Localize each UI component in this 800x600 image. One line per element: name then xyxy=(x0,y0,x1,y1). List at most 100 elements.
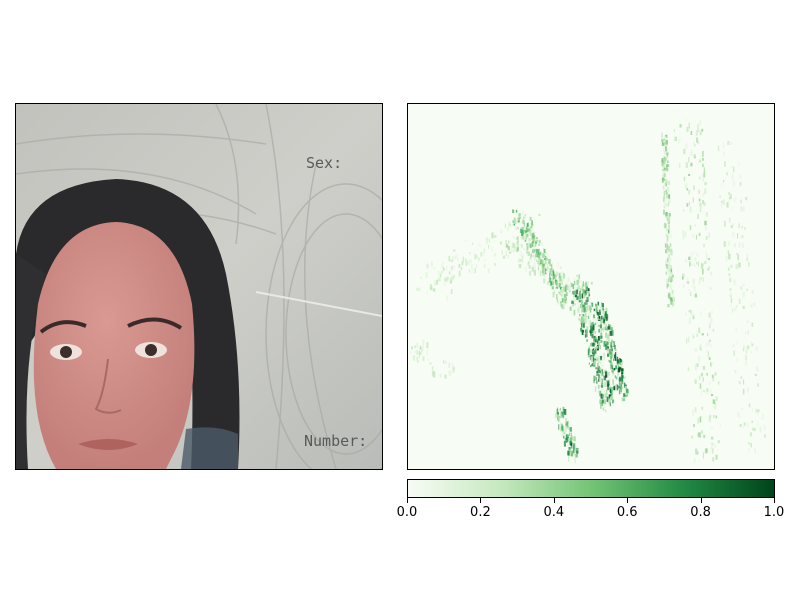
heatmap-cell xyxy=(734,370,737,374)
heatmap-cell xyxy=(682,230,685,236)
heatmap-cell xyxy=(666,263,669,269)
heatmap-cell xyxy=(556,298,558,303)
heatmap-cell xyxy=(537,266,539,271)
heatmap-cell xyxy=(584,283,587,287)
heatmap-cell xyxy=(663,139,666,143)
document-photo: Sex: Number: xyxy=(16,104,382,469)
heatmap-cell xyxy=(625,395,627,398)
heatmap-cell xyxy=(431,366,434,370)
heatmap-cell xyxy=(541,267,544,274)
heatmap-cell xyxy=(530,253,532,258)
heatmap-cell xyxy=(746,288,748,291)
heatmap-cell xyxy=(588,346,590,350)
heatmap-cell xyxy=(545,251,547,254)
heatmap-cell xyxy=(563,293,567,298)
heatmap-cell xyxy=(734,307,737,312)
heatmap-cell xyxy=(745,355,747,361)
heatmap-cell xyxy=(623,382,626,388)
heatmap-cell xyxy=(532,249,535,254)
heatmap-cell xyxy=(512,223,515,226)
heatmap-cell xyxy=(605,324,607,328)
heatmap-cell xyxy=(569,430,571,436)
heatmap xyxy=(410,110,766,464)
heatmap-cell xyxy=(667,304,670,308)
colorbar-tick xyxy=(407,498,408,503)
heatmap-cell xyxy=(418,350,421,355)
heatmap-cell xyxy=(668,260,671,265)
heatmap-cell xyxy=(568,456,570,462)
heatmap-cell xyxy=(689,317,691,322)
heatmap-cell xyxy=(737,411,740,418)
heatmap-cell xyxy=(692,278,695,284)
heatmap-cell xyxy=(592,352,595,356)
heatmap-cell xyxy=(689,206,692,213)
heatmap-cell xyxy=(712,399,716,404)
heatmap-cell xyxy=(746,253,749,260)
heatmap-cell xyxy=(729,292,732,298)
heatmap-cell xyxy=(591,363,593,366)
heatmap-cell xyxy=(566,292,568,297)
heatmap-cell xyxy=(565,299,568,304)
heatmap-cell xyxy=(589,320,591,326)
heatmap-cell xyxy=(699,131,702,136)
heatmap-cell xyxy=(682,234,685,240)
heatmap-cell xyxy=(581,322,583,328)
heatmap-cell xyxy=(541,243,544,246)
heatmap-cell xyxy=(571,300,574,304)
heatmap-cell xyxy=(561,287,563,291)
heatmap-cell xyxy=(691,435,694,439)
heatmap-cell xyxy=(665,191,668,194)
heatmap-cell xyxy=(524,230,527,233)
heatmap-cell xyxy=(666,228,668,231)
heatmap-cell xyxy=(610,364,613,368)
heatmap-cell xyxy=(708,266,711,269)
heatmap-cell xyxy=(741,235,744,239)
heatmap-cell xyxy=(599,306,603,312)
heatmap-cell xyxy=(597,339,600,345)
heatmap-cell xyxy=(528,264,531,269)
heatmap-cell xyxy=(692,410,695,416)
heatmap-cell xyxy=(753,302,756,306)
heatmap-cell xyxy=(755,346,758,351)
heatmap-cell xyxy=(600,318,602,321)
heatmap-cell xyxy=(574,457,576,464)
heatmap-cell xyxy=(697,123,699,130)
heatmap-cell xyxy=(750,304,753,308)
heatmap-cell xyxy=(549,268,551,271)
heatmap-cell xyxy=(742,243,744,248)
heatmap-cell xyxy=(587,292,590,295)
heatmap-cell xyxy=(576,448,579,451)
heatmap-cell xyxy=(608,377,611,380)
heatmap-cell xyxy=(538,213,541,216)
heatmap-cell xyxy=(609,346,612,350)
heatmap-cell xyxy=(696,261,698,265)
heatmap-cell xyxy=(668,213,671,217)
heatmap-cell xyxy=(522,210,524,215)
heatmap-cell xyxy=(694,364,697,371)
heatmap-cell xyxy=(714,372,717,376)
heatmap-cell xyxy=(726,202,729,208)
heatmap-cell xyxy=(612,399,615,404)
heatmap-cell xyxy=(592,356,594,362)
heatmap-cell xyxy=(683,148,686,155)
heatmap-cell xyxy=(596,380,598,384)
heatmap-cell xyxy=(518,228,521,234)
heatmap-cell xyxy=(523,216,526,219)
heatmap-cell xyxy=(728,241,730,246)
heatmap-cell xyxy=(551,262,553,268)
heatmap-cell xyxy=(693,458,696,464)
heatmap-cell xyxy=(512,220,515,223)
heatmap-cell xyxy=(555,286,559,289)
heatmap-cell xyxy=(422,356,425,362)
heatmap-cell xyxy=(500,241,502,245)
heatmap-cell xyxy=(666,279,669,284)
heatmap-cell xyxy=(493,253,497,257)
heatmap-cell xyxy=(719,423,721,427)
heatmap-cell xyxy=(743,422,746,426)
heatmap-cell xyxy=(585,332,588,338)
heatmap-cell xyxy=(416,287,419,291)
heatmap-cell xyxy=(557,412,559,415)
heatmap-cell xyxy=(749,432,753,437)
heatmap-cell xyxy=(735,304,738,309)
heatmap-cell xyxy=(531,241,533,247)
